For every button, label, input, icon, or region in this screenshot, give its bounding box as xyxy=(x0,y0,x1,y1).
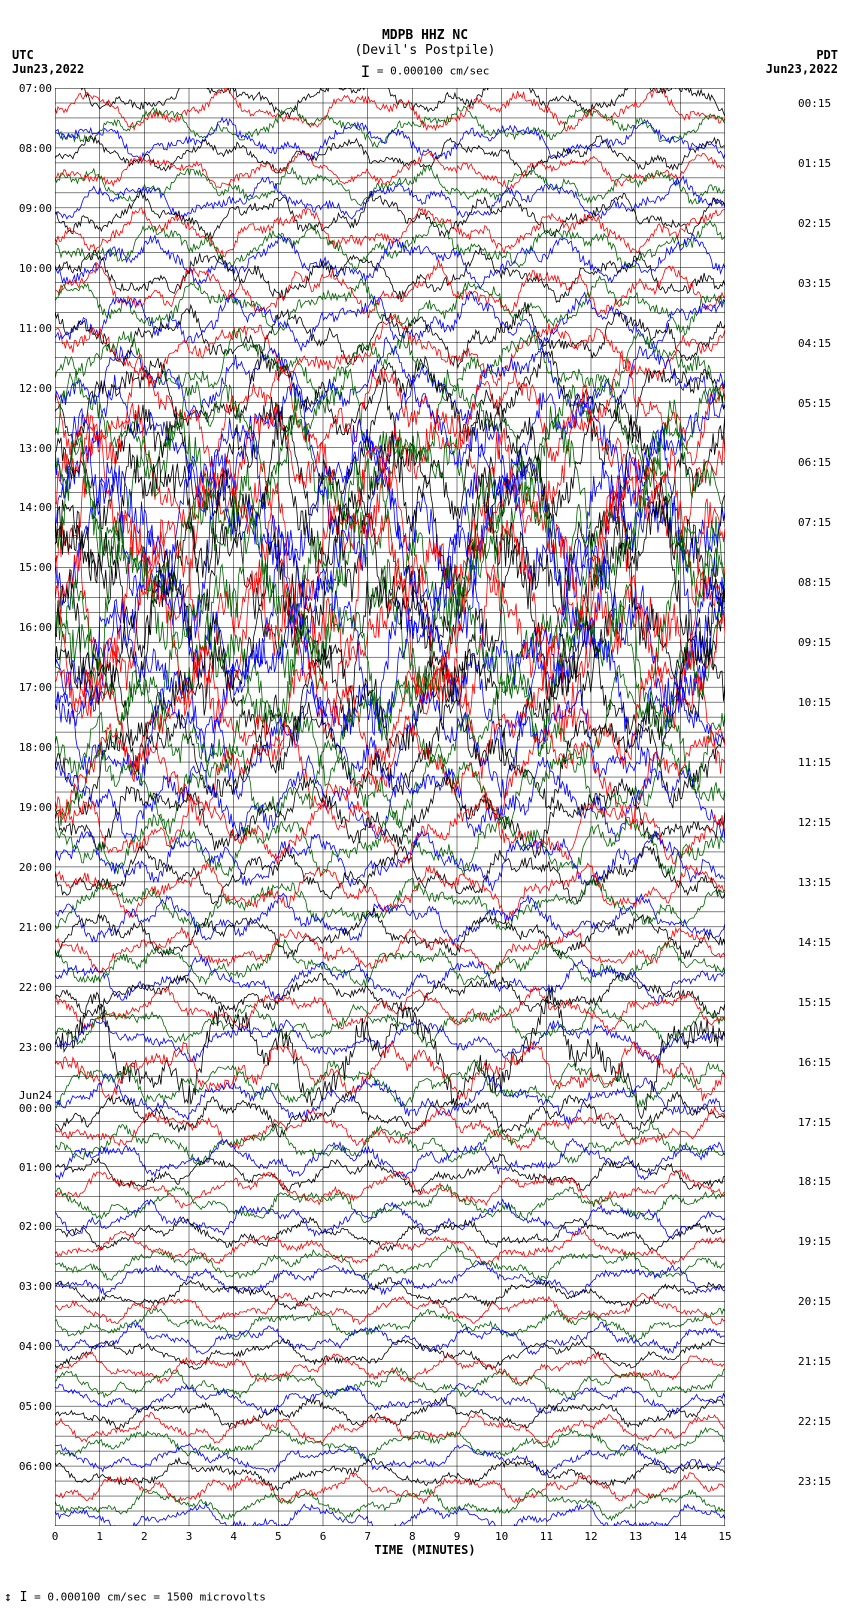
x-tick-label: 5 xyxy=(268,1530,288,1543)
right-time-label: 23:15 xyxy=(798,1475,840,1488)
x-tick-label: 9 xyxy=(447,1530,467,1543)
x-axis-label: TIME (MINUTES) xyxy=(0,1543,850,1557)
right-time-label: 04:15 xyxy=(798,337,840,350)
left-time-label: 17:00 xyxy=(10,681,52,694)
x-tick-label: 4 xyxy=(224,1530,244,1543)
x-tick-label: 15 xyxy=(715,1530,735,1543)
x-tick-label: 12 xyxy=(581,1530,601,1543)
right-time-label: 00:15 xyxy=(798,97,840,110)
date-left: Jun23,2022 xyxy=(12,62,84,76)
tz-right: PDT xyxy=(816,48,838,62)
left-time-label: 20:00 xyxy=(10,861,52,874)
left-time-label: 19:00 xyxy=(10,801,52,814)
right-time-label: 08:15 xyxy=(798,576,840,589)
left-time-label: 09:00 xyxy=(10,202,52,215)
x-tick-label: 7 xyxy=(358,1530,378,1543)
left-time-label: 22:00 xyxy=(10,981,52,994)
right-time-label: 03:15 xyxy=(798,277,840,290)
right-time-label: 15:15 xyxy=(798,996,840,1009)
left-time-label: 15:00 xyxy=(10,561,52,574)
x-tick-label: 1 xyxy=(90,1530,110,1543)
left-time-label: 10:00 xyxy=(10,262,52,275)
right-time-label: 10:15 xyxy=(798,696,840,709)
right-time-label: 21:15 xyxy=(798,1355,840,1368)
left-time-label: 11:00 xyxy=(10,322,52,335)
left-time-label: 03:00 xyxy=(10,1280,52,1293)
left-time-label: 07:00 xyxy=(10,82,52,95)
x-tick-label: 8 xyxy=(402,1530,422,1543)
right-time-label: 19:15 xyxy=(798,1235,840,1248)
location-line: (Devil's Postpile) xyxy=(0,43,850,58)
station-line: MDPB HHZ NC xyxy=(0,28,850,43)
x-tick-label: 0 xyxy=(45,1530,65,1543)
x-tick-label: 10 xyxy=(492,1530,512,1543)
x-tick-label: 13 xyxy=(626,1530,646,1543)
left-time-label: Jun2400:00 xyxy=(10,1089,52,1115)
right-time-label: 02:15 xyxy=(798,217,840,230)
right-time-label: 17:15 xyxy=(798,1116,840,1129)
left-time-label: 13:00 xyxy=(10,442,52,455)
left-time-label: 08:00 xyxy=(10,142,52,155)
right-time-label: 18:15 xyxy=(798,1175,840,1188)
right-time-label: 06:15 xyxy=(798,456,840,469)
footer-scale: ↕ I = 0.000100 cm/sec = 1500 microvolts xyxy=(4,1590,266,1605)
left-time-label: 05:00 xyxy=(10,1400,52,1413)
left-time-label: 23:00 xyxy=(10,1041,52,1054)
seismogram-container: UTC Jun23,2022 PDT Jun23,2022 MDPB HHZ N… xyxy=(0,0,850,1613)
right-time-label: 16:15 xyxy=(798,1056,840,1069)
left-time-label: 21:00 xyxy=(10,921,52,934)
left-time-label: 18:00 xyxy=(10,741,52,754)
right-time-label: 11:15 xyxy=(798,756,840,769)
x-tick-label: 11 xyxy=(536,1530,556,1543)
left-time-label: 02:00 xyxy=(10,1220,52,1233)
left-time-label: 01:00 xyxy=(10,1161,52,1174)
tz-left: UTC xyxy=(12,48,34,62)
right-time-label: 05:15 xyxy=(798,397,840,410)
x-tick-label: 6 xyxy=(313,1530,333,1543)
right-time-label: 09:15 xyxy=(798,636,840,649)
right-time-label: 12:15 xyxy=(798,816,840,829)
scale-reference: I = 0.000100 cm/sec xyxy=(0,62,850,81)
right-time-label: 20:15 xyxy=(798,1295,840,1308)
right-time-label: 14:15 xyxy=(798,936,840,949)
left-time-label: 16:00 xyxy=(10,621,52,634)
left-time-label: 04:00 xyxy=(10,1340,52,1353)
left-time-label: 12:00 xyxy=(10,382,52,395)
plot-area xyxy=(55,88,725,1526)
x-tick-label: 14 xyxy=(670,1530,690,1543)
left-time-label: 14:00 xyxy=(10,501,52,514)
seismogram-svg xyxy=(55,88,725,1526)
right-time-label: 07:15 xyxy=(798,516,840,529)
x-tick-label: 2 xyxy=(134,1530,154,1543)
left-time-label: 06:00 xyxy=(10,1460,52,1473)
right-time-label: 22:15 xyxy=(798,1415,840,1428)
right-time-label: 01:15 xyxy=(798,157,840,170)
right-time-label: 13:15 xyxy=(798,876,840,889)
date-right: Jun23,2022 xyxy=(766,62,838,76)
header: MDPB HHZ NC (Devil's Postpile) xyxy=(0,0,850,58)
x-tick-label: 3 xyxy=(179,1530,199,1543)
